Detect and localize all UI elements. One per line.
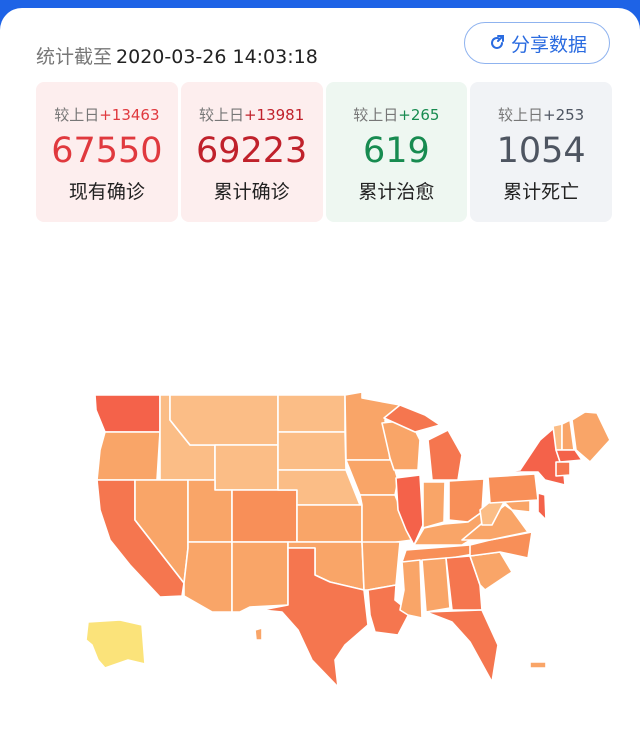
stat-label: 现有确诊 [68,181,145,203]
stat-label: 累计治愈 [358,181,435,203]
state-sd[interactable] [277,431,347,471]
state-ga[interactable] [445,555,483,611]
stat-card-total-recovered: 较上日+265 619 累计治愈 [325,82,468,222]
state-ut[interactable] [187,479,233,543]
state-wa[interactable] [94,394,161,433]
state-nd[interactable] [277,394,346,433]
state-in[interactable] [422,481,446,529]
state-ak[interactable] [85,619,146,669]
state-ma[interactable] [555,449,583,463]
timestamp-value: 2020-03-26 14:03:18 [116,46,318,68]
state-ks[interactable] [296,504,363,543]
stat-value: 1054 [496,131,586,171]
state-wy[interactable] [214,444,279,491]
state-me[interactable] [571,411,611,463]
stat-value: 69223 [195,131,308,171]
stat-value: 67550 [51,131,163,171]
stat-label: 累计死亡 [503,181,580,203]
state-ct[interactable] [555,461,571,477]
state-pa[interactable] [487,473,539,504]
stat-label: 累计确诊 [213,181,290,203]
stat-delta: 较上日+13463 [54,106,160,124]
state-or[interactable] [96,431,161,481]
stat-value: 619 [362,131,430,171]
stat-card-total-deaths: 较上日+253 1054 累计死亡 [470,82,612,222]
stat-delta: 较上日+253 [498,106,585,124]
state-mi-up[interactable] [383,404,441,433]
share-data-button[interactable]: 分享数据 [464,22,610,64]
state-la[interactable] [367,584,411,636]
state-mi[interactable] [427,429,463,481]
state-tx[interactable] [261,547,369,688]
state-nm[interactable] [231,541,289,613]
state-al[interactable] [421,557,451,613]
share-arrow-icon [491,35,504,49]
stat-delta: 较上日+265 [353,106,440,124]
timestamp-label: 统计截至 [36,46,113,68]
state-ar[interactable] [361,541,401,591]
stat-delta: 较上日+13981 [198,106,305,124]
stats-timestamp: 统计截至 2020-03-26 14:03:18 [36,42,318,69]
stat-card-current-confirmed: 较上日+13463 67550 现有确诊 [36,82,178,222]
state-ms[interactable] [399,559,423,619]
state-nj[interactable] [537,492,547,521]
state-nc[interactable] [469,531,533,559]
state-mt[interactable] [169,394,279,446]
state-az[interactable] [183,541,233,613]
stats-row: 较上日+13463 67550 现有确诊 较上日+13981 69223 累计确诊… [36,82,612,222]
state-fl[interactable] [425,609,499,683]
stat-card-total-confirmed: 较上日+13981 69223 累计确诊 [180,82,323,222]
state-pr[interactable] [529,661,547,669]
share-label: 分享数据 [510,33,587,56]
state-hi[interactable] [254,627,263,641]
state-co[interactable] [231,489,298,543]
